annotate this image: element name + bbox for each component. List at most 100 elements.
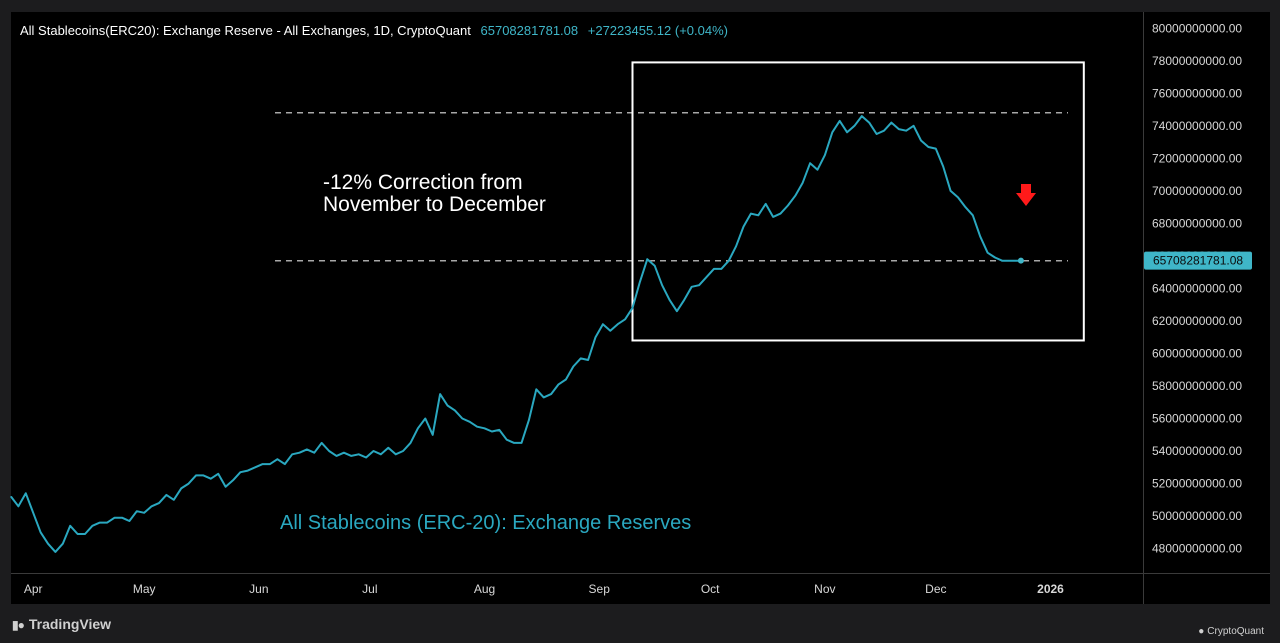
data-point [446, 404, 449, 407]
down-arrow-icon [1016, 184, 1036, 206]
data-point [224, 486, 227, 488]
data-point [750, 213, 752, 215]
data-point [913, 125, 915, 127]
data-point [668, 299, 671, 301]
last-value-marker [1017, 257, 1024, 264]
chart-svg: 80000000000.00 78000000000.00 76000000000.… [10, 12, 1270, 604]
data-point [520, 442, 523, 444]
data-point [187, 482, 190, 485]
data-point [617, 323, 619, 325]
correction-annotation: -12% Correction from November to Decembe… [323, 172, 546, 216]
last-value: 65708281781.08 [480, 23, 579, 38]
data-point [313, 452, 315, 454]
data-point [498, 429, 500, 431]
data-point [609, 330, 611, 332]
data-point [372, 450, 375, 452]
data-point [306, 448, 308, 451]
data-point [298, 452, 301, 454]
data-point [646, 258, 648, 260]
chart-title: All Stablecoins(ERC20): Exchange Reserve… [20, 23, 471, 38]
data-point [358, 453, 360, 455]
tradingview-mark-icon: ▮● [12, 618, 25, 632]
data-point [631, 307, 634, 309]
data-point [720, 268, 722, 270]
data-point [772, 216, 774, 218]
data-point [824, 154, 826, 156]
data-point [506, 439, 508, 441]
tradingview-logo[interactable]: ▮● TradingView [12, 616, 111, 632]
data-point [62, 543, 64, 545]
data-point [654, 265, 656, 267]
data-point [853, 125, 856, 127]
data-point [25, 492, 27, 494]
data-point [1001, 260, 1004, 262]
data-point [424, 417, 426, 420]
chart-header: All Stablecoins(ERC20): Exchange Reserve… [20, 23, 728, 38]
x-tick-label: Dec [925, 582, 946, 596]
data-point [898, 128, 900, 130]
data-point [84, 533, 86, 535]
data-point [624, 318, 626, 320]
data-point [491, 430, 493, 433]
data-point [565, 378, 567, 381]
price-axis-area [1144, 12, 1270, 573]
data-point [469, 421, 471, 423]
x-tick-label: Jul [362, 582, 377, 596]
data-point [683, 299, 685, 301]
data-point [809, 162, 811, 164]
data-point [861, 115, 863, 117]
data-point [868, 121, 870, 124]
data-point [742, 226, 745, 228]
data-point [979, 235, 981, 237]
data-point [99, 521, 101, 524]
data-point [121, 517, 123, 519]
footer-bar [0, 606, 1280, 643]
x-tick-label: Aug [474, 582, 495, 596]
y-tick-label: 76000000000.00 [1152, 86, 1242, 100]
data-point [927, 146, 930, 148]
y-tick-label: 60000000000.00 [1152, 346, 1242, 360]
highlight-box [631, 61, 1085, 342]
data-point [106, 521, 108, 524]
y-tick-label: 80000000000.00 [1152, 21, 1242, 35]
data-point [691, 286, 693, 288]
data-point [950, 190, 952, 192]
data-point [513, 442, 515, 444]
y-tick-label: 56000000000.00 [1152, 412, 1242, 426]
data-point [402, 450, 404, 452]
data-point [158, 502, 160, 504]
series-label: All Stablecoins (ERC-20): Exchange Reser… [280, 512, 692, 534]
data-point [728, 260, 730, 262]
data-point [602, 323, 604, 325]
data-point [905, 130, 907, 132]
data-point [254, 466, 256, 468]
data-point [165, 494, 167, 496]
cryptoquant-label: CryptoQuant [1207, 626, 1264, 637]
data-point [765, 203, 767, 205]
data-point [639, 281, 641, 283]
data-point [10, 495, 12, 498]
data-point [794, 195, 796, 197]
data-point [39, 531, 42, 533]
data-point [802, 182, 804, 184]
data-point [261, 463, 264, 465]
data-point [365, 456, 367, 459]
data-point [779, 213, 782, 215]
data-point [705, 276, 708, 278]
change-value: +27223455.12 (+0.04%) [587, 23, 728, 38]
tradingview-label: TradingView [28, 616, 112, 632]
axis-corner [1144, 574, 1270, 604]
data-point [180, 487, 182, 490]
data-point [321, 442, 323, 444]
data-point [276, 458, 278, 460]
x-tick-label: Oct [701, 582, 720, 596]
data-point [395, 453, 397, 455]
data-point [935, 147, 937, 150]
data-point [1016, 260, 1018, 262]
data-point [91, 525, 93, 527]
data-point [128, 520, 130, 522]
data-point [380, 453, 382, 455]
data-point [202, 474, 204, 477]
data-point [76, 533, 79, 535]
y-tick-label: 62000000000.00 [1152, 314, 1242, 328]
